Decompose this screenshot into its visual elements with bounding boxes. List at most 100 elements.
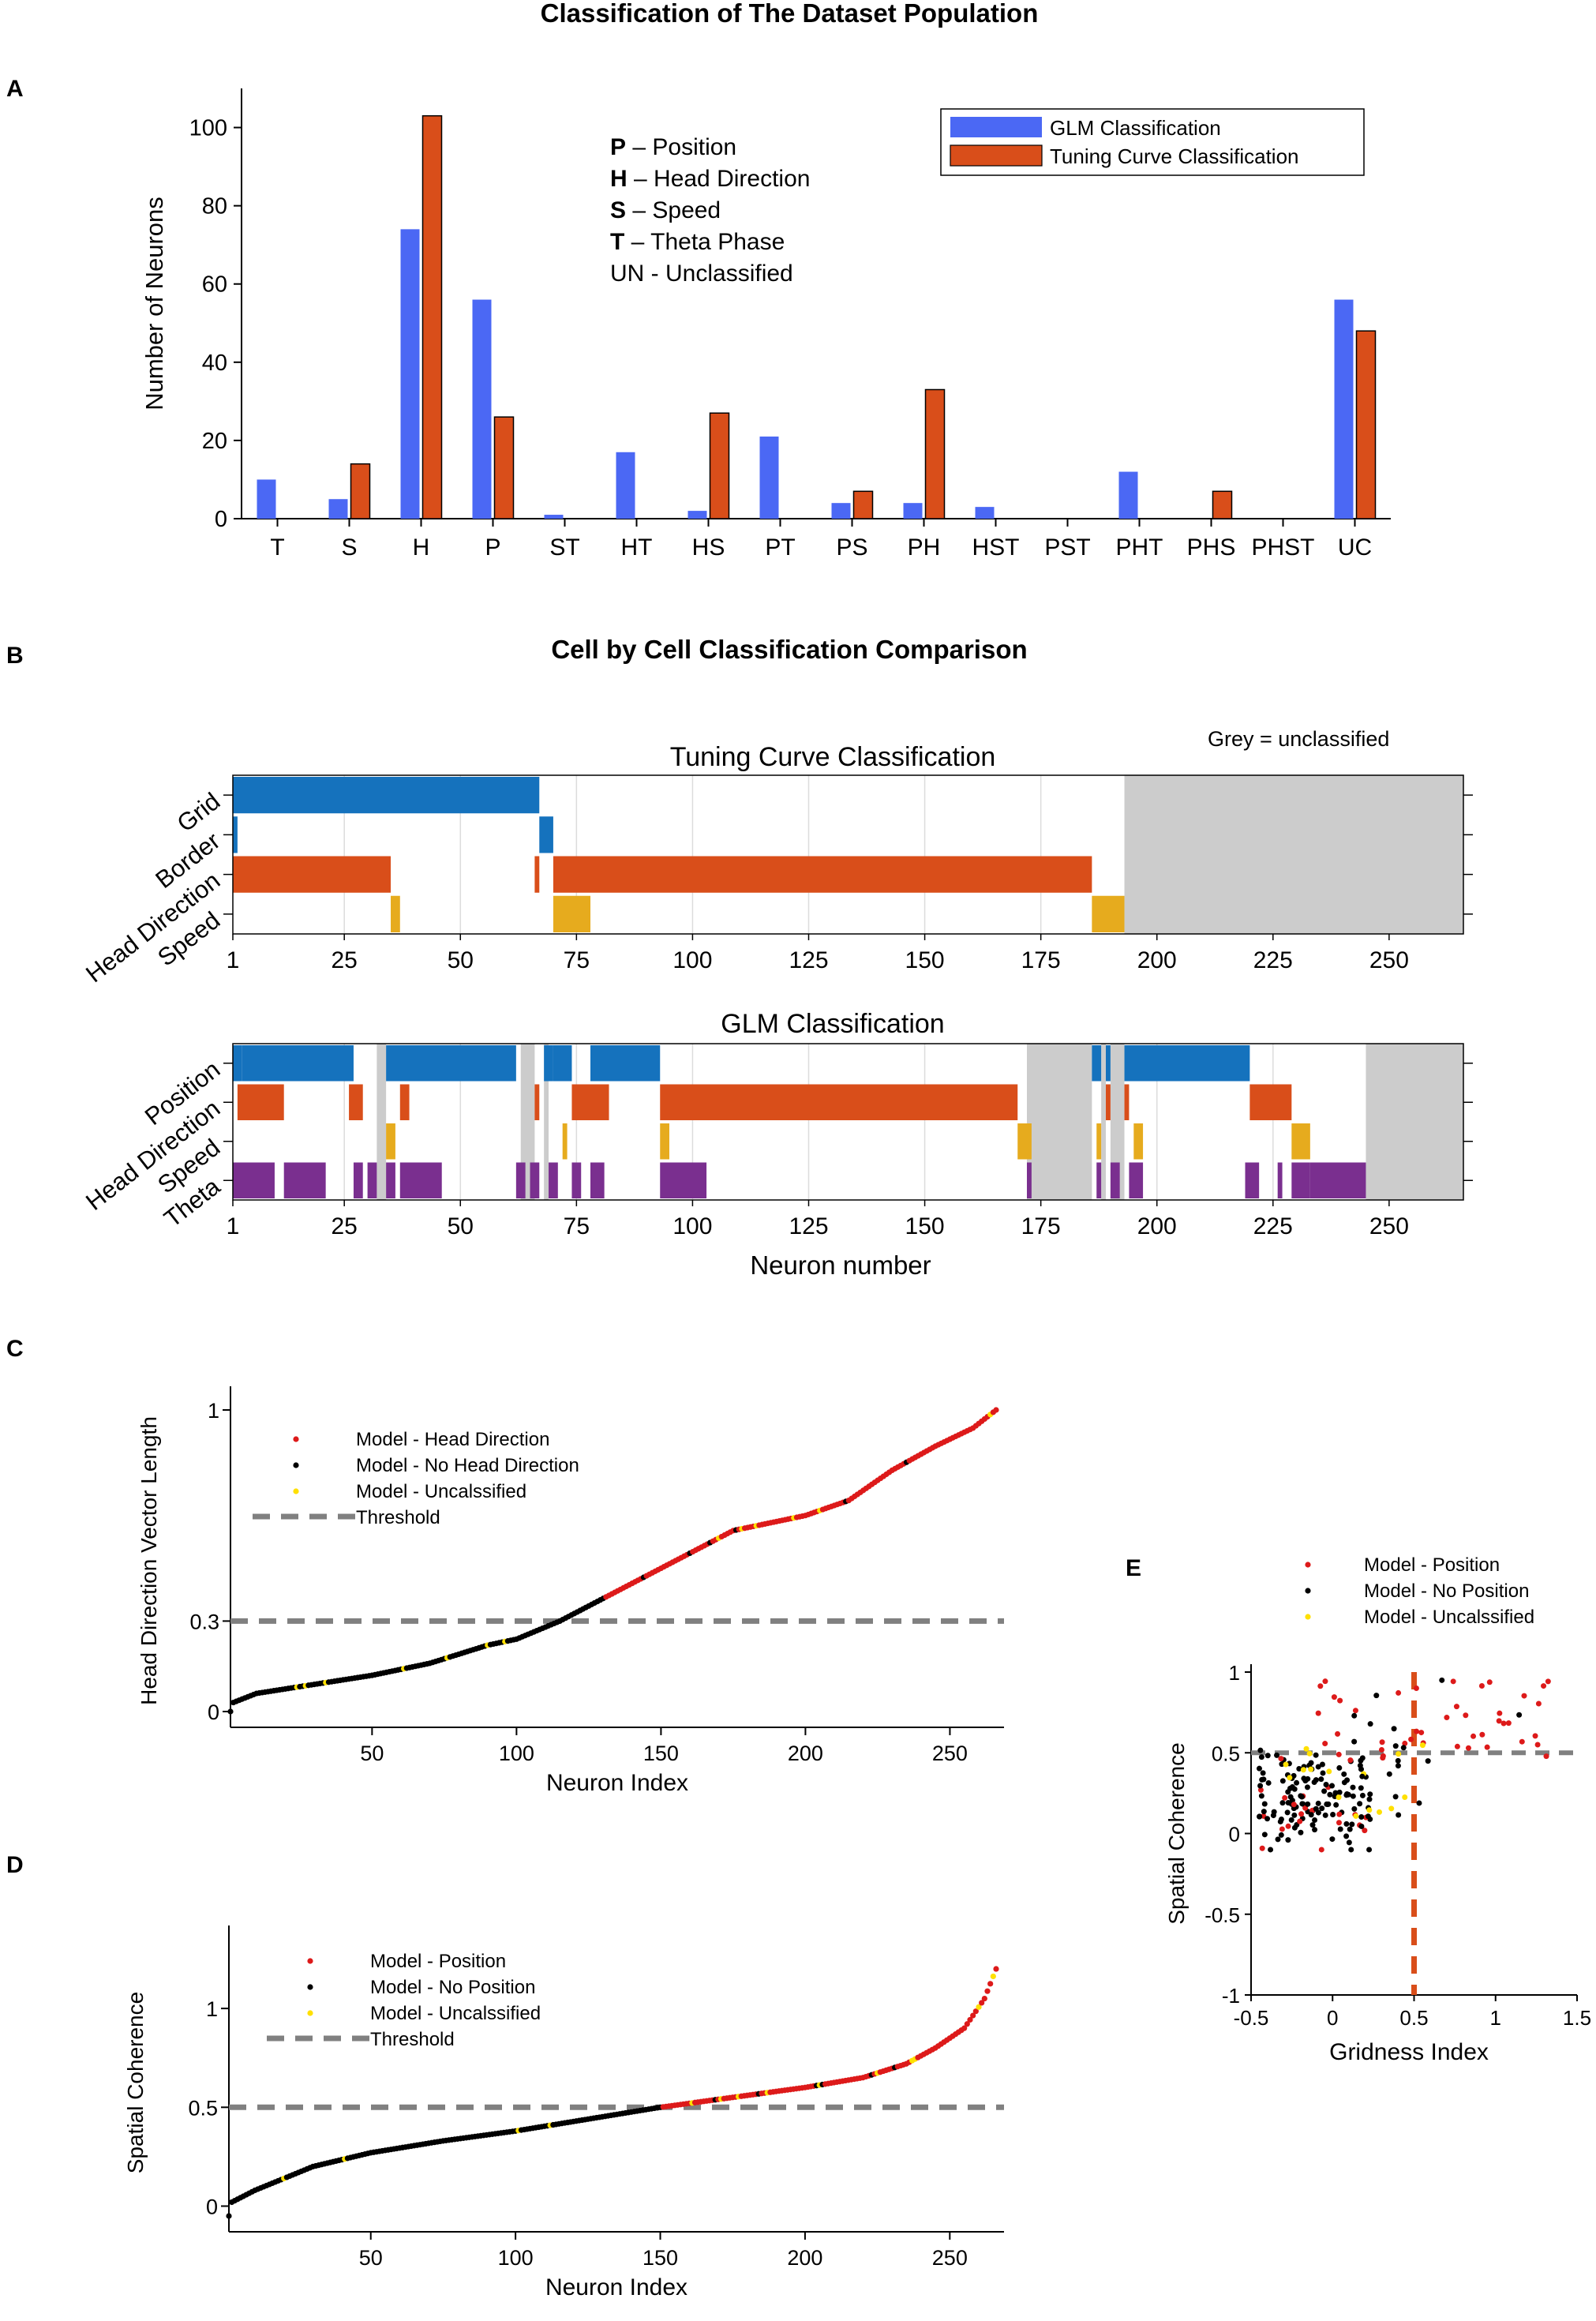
- data-point: [1532, 1733, 1538, 1739]
- data-point: [1347, 1757, 1354, 1764]
- classification-segment-theta: [660, 1162, 707, 1198]
- classification-segment-head-direction: [571, 1084, 609, 1120]
- data-point: [1315, 1710, 1321, 1716]
- bar-glm: [544, 515, 564, 519]
- classification-segment-head-direction: [660, 1084, 1018, 1120]
- legend-label: Model - Position: [370, 1951, 506, 1972]
- data-point: [1298, 1811, 1305, 1817]
- legend-label: Threshold: [356, 1507, 440, 1528]
- classification-segment-border: [233, 816, 238, 853]
- data-point: [1366, 1847, 1373, 1853]
- legend-marker: [1305, 1562, 1311, 1568]
- abbreviation-note: T – Theta Phase: [610, 229, 785, 255]
- data-point: [1450, 1678, 1456, 1685]
- x-tick-label: HT: [621, 534, 653, 561]
- data-point: [1313, 1752, 1319, 1758]
- x-tick-label: 100: [672, 947, 712, 973]
- data-point: [1260, 1770, 1266, 1776]
- classification-segment-speed: [660, 1123, 670, 1160]
- classification-segment-position: [1106, 1045, 1111, 1082]
- x-axis-label: Neuron number: [750, 1250, 931, 1280]
- legend-label: Model - Uncalssified: [1364, 1607, 1534, 1628]
- legend-label: Model - Position: [1364, 1554, 1500, 1576]
- classification-segment-theta: [530, 1162, 540, 1198]
- data-point: [1378, 1746, 1384, 1753]
- bar-glm: [472, 299, 492, 519]
- data-point: [1313, 1805, 1319, 1812]
- data-point: [1350, 1784, 1356, 1790]
- data-point: [990, 1973, 996, 1980]
- data-point: [1257, 1783, 1264, 1789]
- classification-segment-position: [544, 1045, 553, 1082]
- bar-tuning-curve: [1355, 330, 1377, 519]
- data-point: [226, 2213, 232, 2219]
- classification-segment-theta: [1096, 1162, 1102, 1198]
- heatmap-frame: [232, 1043, 1464, 1201]
- legend-marker: [293, 1462, 299, 1468]
- data-point: [1543, 1753, 1549, 1760]
- data-point: [1408, 1736, 1414, 1742]
- data-point: [1425, 1758, 1431, 1764]
- x-tick-label: 250: [932, 1742, 968, 1765]
- x-tick-label: 225: [1253, 947, 1293, 973]
- panel-label-b: B: [6, 643, 24, 669]
- data-point: [1365, 1813, 1371, 1820]
- data-point: [1335, 1730, 1341, 1737]
- x-tick-label: PHT: [1116, 534, 1163, 561]
- x-tick-label: 100: [672, 1213, 712, 1239]
- abbreviation-meaning: – Position: [626, 134, 736, 160]
- x-tick-label: -0.5: [1234, 2006, 1269, 2030]
- data-point: [1521, 1693, 1527, 1699]
- data-point: [1484, 1744, 1490, 1750]
- classification-segment-speed: [1092, 895, 1125, 932]
- data-point: [1479, 1731, 1485, 1738]
- bar-tuning-curve: [421, 114, 443, 519]
- data-point: [1439, 1677, 1445, 1683]
- data-point: [227, 1708, 234, 1715]
- data-point: [1444, 1715, 1450, 1721]
- y-axis-label: Spatial Coherence: [1164, 1742, 1189, 1924]
- x-tick-label: 150: [643, 2246, 678, 2270]
- data-point: [1309, 1822, 1316, 1828]
- data-point: [1367, 1791, 1373, 1798]
- classification-segment-theta: [1277, 1162, 1283, 1198]
- data-point: [1358, 1813, 1365, 1820]
- classification-segment-position: [553, 1045, 572, 1082]
- data-point: [1505, 1720, 1512, 1727]
- data-point: [1318, 1847, 1324, 1853]
- x-tick-label: 1: [227, 947, 240, 973]
- y-tick-label: 1: [208, 1399, 219, 1423]
- classification-segment-theta: [353, 1162, 363, 1198]
- data-point: [1315, 1800, 1321, 1806]
- data-point: [1278, 1756, 1284, 1762]
- data-point: [1418, 1730, 1425, 1736]
- data-point: [1366, 1807, 1373, 1813]
- legend-swatch-glm: [950, 117, 1042, 137]
- y-axis-label: Head Direction Vector Length: [137, 1416, 161, 1705]
- x-tick-label: 175: [1021, 1213, 1061, 1239]
- data-point: [1343, 1833, 1350, 1839]
- x-tick-label: HS: [692, 534, 725, 561]
- data-point: [1256, 1765, 1262, 1772]
- x-tick-label: PHST: [1251, 534, 1314, 561]
- classification-segment-speed: [391, 895, 400, 932]
- y-tick-label: 80: [202, 194, 227, 219]
- bar-glm: [1334, 299, 1354, 519]
- legend-marker: [307, 1958, 313, 1964]
- data-point: [1470, 1733, 1477, 1739]
- abbreviation-note: P – Position: [610, 134, 736, 160]
- data-point: [1380, 1755, 1386, 1761]
- data-point: [1261, 1809, 1267, 1815]
- data-point: [1271, 1809, 1277, 1815]
- bar-tuning-curve: [1212, 490, 1233, 519]
- data-point: [1274, 1752, 1280, 1758]
- data-point: [1261, 1801, 1268, 1807]
- classification-segment-theta: [233, 1162, 275, 1198]
- classification-segment-position: [1124, 1045, 1250, 1082]
- data-point: [1322, 1678, 1328, 1685]
- data-point: [1343, 1820, 1350, 1827]
- row-label: Grid: [172, 787, 226, 838]
- x-tick-label: PH: [908, 534, 941, 561]
- legend-label: Model - No Position: [370, 1977, 535, 1998]
